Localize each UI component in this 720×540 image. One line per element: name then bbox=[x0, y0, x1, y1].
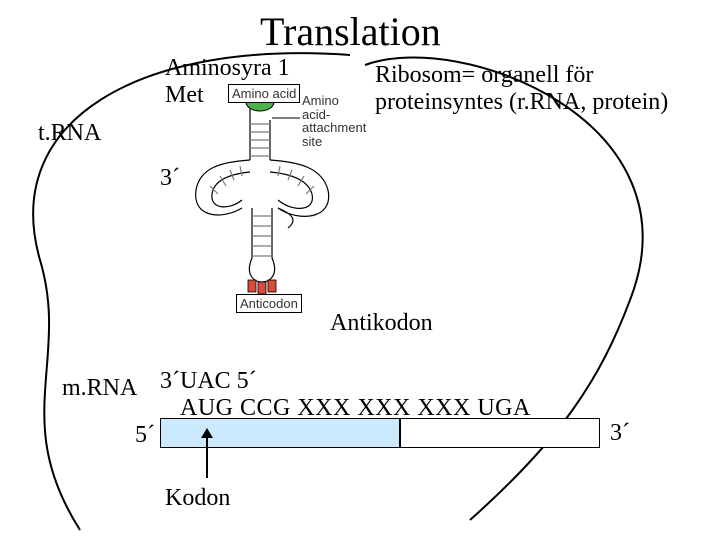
ribosome-label-line1: Ribosom= organell för bbox=[375, 62, 668, 89]
tiny-anticodon-label: Anticodon bbox=[236, 294, 302, 313]
anticodon-triplet-text: 3´UAC 5´ bbox=[160, 368, 257, 395]
kodon-label: Kodon bbox=[165, 485, 230, 512]
ribosome-label-line2: proteinsyntes (r.RNA, protein) bbox=[375, 89, 668, 116]
aminoacid-label-line1: Aminosyra 1 bbox=[165, 55, 290, 82]
tiny-amino-acid-label: Amino acid bbox=[228, 84, 300, 103]
mrna-strip-right bbox=[400, 418, 600, 448]
tiny-attachment-label-2: attachment site bbox=[302, 121, 366, 148]
slide-title: Translation bbox=[260, 8, 441, 55]
five-prime-label: 5´ bbox=[135, 422, 155, 449]
mrna-strip-left bbox=[160, 418, 400, 448]
three-prime-top-label: 3´ bbox=[160, 165, 180, 192]
slide-stage: Translation Aminosyra 1 Met Ribosom= org… bbox=[0, 0, 720, 540]
kodon-arrow bbox=[206, 436, 208, 478]
three-prime-right-label: 3´ bbox=[610, 420, 630, 447]
tiny-attachment-label-1: Amino acid- bbox=[302, 94, 366, 121]
trna-label: t.RNA bbox=[38, 120, 101, 147]
trna-diagram: Amino acid Amino acid- attachment site A… bbox=[180, 90, 350, 305]
antikodon-label: Antikodon bbox=[330, 310, 433, 337]
mrna-label: m.RNA bbox=[62, 375, 137, 402]
